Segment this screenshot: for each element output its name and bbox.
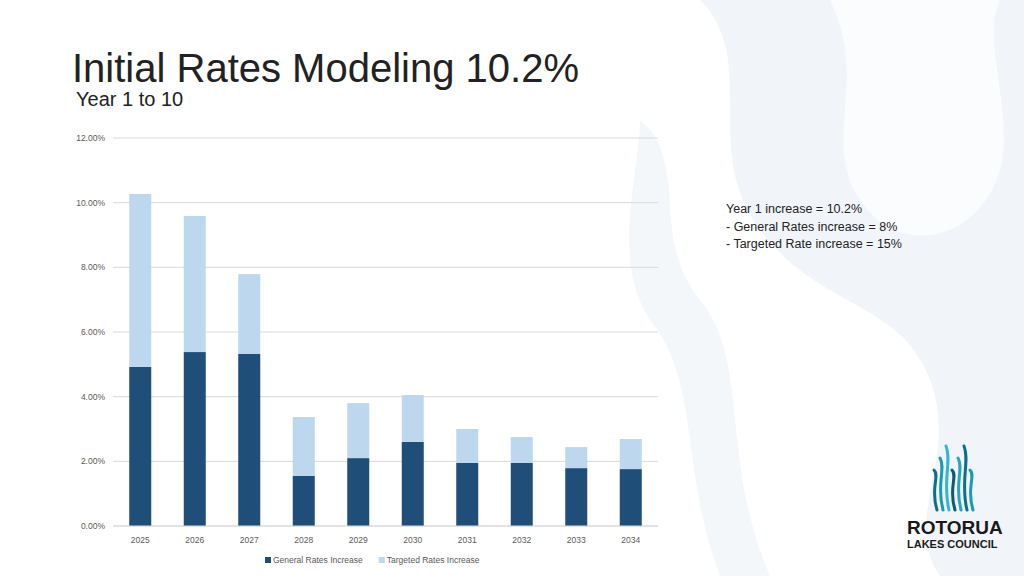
bar — [129, 194, 151, 367]
bar — [293, 417, 315, 476]
x-tick-label: 2029 — [349, 535, 368, 545]
annotation: Year 1 increase = 10.2% — [726, 202, 862, 216]
logo-stroke — [946, 446, 949, 510]
bar — [511, 437, 533, 463]
bar — [293, 476, 315, 526]
annotation: - General Rates increase = 8% — [726, 220, 897, 234]
x-tick-label: 2033 — [567, 535, 586, 545]
y-tick-label: 4.00% — [81, 392, 106, 402]
grid-line — [113, 138, 658, 139]
bar — [511, 463, 533, 526]
y-tick-label: 6.00% — [81, 327, 106, 337]
bar — [238, 274, 260, 354]
bar — [402, 442, 424, 526]
title: Initial Rates Modeling 10.2% — [72, 46, 579, 90]
grid — [113, 138, 658, 526]
bar — [129, 367, 151, 526]
x-tick-label: 2026 — [185, 535, 204, 545]
swirl — [629, 120, 770, 576]
bar — [565, 468, 587, 526]
bar — [565, 447, 587, 468]
annotation: - Targeted Rate increase = 15% — [726, 237, 902, 251]
bar — [347, 458, 369, 526]
background-decoration — [629, 0, 1024, 576]
logo-stroke — [952, 470, 955, 510]
legend-label: Targeted Rates Increase — [387, 555, 480, 565]
y-tick-label: 2.00% — [81, 456, 106, 466]
swirl — [830, 0, 1004, 236]
bar — [620, 439, 642, 469]
y-tick-label: 10.00% — [76, 198, 105, 208]
y-tick-label: 8.00% — [81, 262, 106, 272]
logo-stroke — [970, 470, 973, 510]
bar — [456, 429, 478, 463]
x-tick-label: 2028 — [294, 535, 313, 545]
logo: ROTORUALAKES COUNCIL — [907, 446, 1003, 550]
logo-stroke — [958, 458, 961, 510]
grid-line — [113, 202, 658, 203]
legend: General Rates Increase Targeted Rates Inc… — [265, 555, 480, 565]
x-tick-label: 2034 — [621, 535, 640, 545]
x-tick-label: 2030 — [403, 535, 422, 545]
y-tick-label: 12.00% — [76, 133, 105, 143]
bar — [456, 463, 478, 526]
bar — [402, 395, 424, 442]
legend-swatch — [379, 557, 385, 563]
bars — [129, 194, 642, 526]
legend-swatch — [265, 557, 271, 563]
logo-stroke — [934, 470, 937, 510]
logo-stroke — [964, 446, 967, 510]
x-tick-label: 2027 — [240, 535, 259, 545]
bar — [347, 403, 369, 458]
legend-label: General Rates Increase — [273, 555, 363, 565]
x-tick-label: 2032 — [512, 535, 531, 545]
swirl — [767, 330, 860, 576]
x-axis — [113, 526, 658, 527]
bar — [238, 354, 260, 526]
bar — [184, 216, 206, 352]
canvas: Initial Rates Modeling 10.2%Year 1 to 10… — [0, 0, 1024, 576]
logo-text: ROTORUA — [907, 517, 1003, 538]
logo-text: LAKES COUNCIL — [907, 538, 998, 550]
logo-stroke — [940, 458, 943, 510]
x-tick-label: 2031 — [458, 535, 477, 545]
bar — [184, 352, 206, 526]
swirl — [700, 0, 1024, 576]
x-tick-label: 2025 — [131, 535, 150, 545]
grid-line — [113, 526, 658, 527]
bar — [620, 469, 642, 526]
y-tick-label: 0.00% — [81, 521, 106, 531]
subtitle: Year 1 to 10 — [76, 88, 183, 110]
